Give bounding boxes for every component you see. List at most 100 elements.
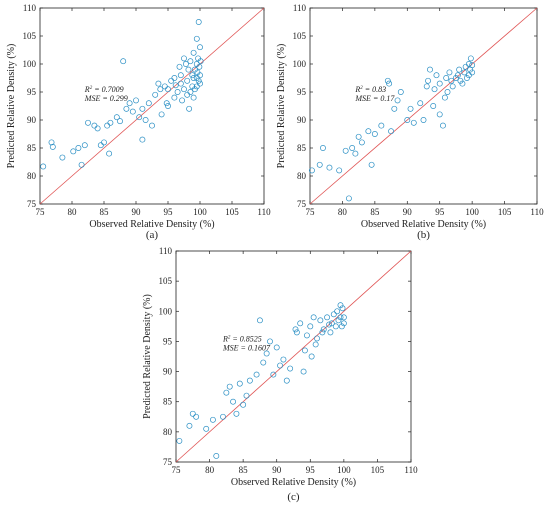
data-point xyxy=(190,94,197,101)
y-axis-label: Predicted Relative Density (%) xyxy=(276,44,287,169)
x-tick-label: 110 xyxy=(257,207,271,217)
data-point xyxy=(97,142,104,149)
data-point xyxy=(355,133,362,140)
x-tick-label: 90 xyxy=(403,207,413,217)
x-tick-label: 85 xyxy=(100,207,110,217)
x-axis-label: Observed Relative Density (%) xyxy=(231,477,356,488)
data-point xyxy=(287,365,294,372)
data-point xyxy=(436,80,443,87)
data-point xyxy=(334,308,341,315)
data-point xyxy=(349,145,356,151)
data-point xyxy=(172,82,179,89)
data-point xyxy=(243,392,250,399)
data-point xyxy=(59,154,66,161)
data-point xyxy=(404,117,411,123)
data-point xyxy=(163,100,170,107)
data-point xyxy=(139,136,146,143)
data-point xyxy=(226,383,233,390)
data-point xyxy=(117,118,123,125)
y-axis-label: Predicted Relative Density (%) xyxy=(6,44,17,169)
data-point xyxy=(436,111,443,118)
data-point xyxy=(142,117,149,123)
data-point xyxy=(449,83,456,90)
r2-superscript: 2 xyxy=(228,335,231,340)
y-tick-label: 100 xyxy=(159,306,173,316)
data-point xyxy=(448,77,455,84)
data-point xyxy=(391,105,398,112)
data-point xyxy=(397,89,404,95)
mse-annotation: MSE = 0.299 xyxy=(84,94,128,103)
data-point xyxy=(213,453,220,459)
x-tick-label: 105 xyxy=(371,465,385,475)
x-tick-label: 100 xyxy=(337,465,351,475)
data-point xyxy=(273,344,280,351)
mse-annotation: MSE = 0.17 xyxy=(354,94,395,103)
data-point xyxy=(171,94,178,101)
data-point xyxy=(388,128,395,135)
r2-superscript: 2 xyxy=(90,86,93,91)
data-point xyxy=(85,119,91,126)
data-point xyxy=(446,69,453,76)
x-tick-label: 75 xyxy=(306,207,316,217)
data-point xyxy=(320,145,326,151)
data-point xyxy=(126,100,133,107)
r2-symbol: R xyxy=(354,85,360,94)
data-point xyxy=(417,100,424,107)
data-point xyxy=(177,80,184,87)
x-tick-label: 85 xyxy=(370,207,380,217)
data-point xyxy=(459,80,466,87)
data-point xyxy=(301,347,308,354)
y-tick-label: 110 xyxy=(23,3,37,13)
data-point xyxy=(465,61,472,67)
y-tick-label: 75 xyxy=(297,199,307,209)
data-point xyxy=(193,413,200,420)
data-point xyxy=(106,150,113,157)
data-point xyxy=(189,410,196,417)
data-point xyxy=(336,167,343,174)
data-point xyxy=(292,326,299,333)
data-point xyxy=(139,105,146,112)
data-point xyxy=(327,329,334,336)
y-tick-label: 85 xyxy=(297,143,307,153)
x-tick-label: 95 xyxy=(306,465,316,475)
data-point xyxy=(443,75,450,81)
data-point xyxy=(203,425,210,432)
y-tick-label: 95 xyxy=(297,87,307,97)
data-point xyxy=(190,75,197,81)
data-point xyxy=(293,329,300,336)
panel-a-scatter-chart: 75 80 85 90 95 100 105 110 75 80 85 90 95 100 105 110 Ob… xyxy=(6,3,271,241)
data-point xyxy=(101,139,107,146)
data-point xyxy=(337,314,344,321)
x-tick-label: 80 xyxy=(205,465,215,475)
data-point xyxy=(314,335,320,342)
data-point xyxy=(324,314,331,321)
data-point xyxy=(297,320,304,327)
data-point xyxy=(469,62,476,69)
data-point xyxy=(326,321,333,328)
data-point xyxy=(240,401,247,408)
data-point xyxy=(120,58,127,65)
data-point xyxy=(253,371,260,378)
data-point xyxy=(186,422,193,429)
data-point xyxy=(181,86,187,93)
data-point xyxy=(277,362,284,369)
data-point xyxy=(358,139,365,146)
data-point xyxy=(456,66,463,73)
data-point xyxy=(133,97,139,104)
y-tick-label: 75 xyxy=(163,457,173,467)
data-point xyxy=(368,161,375,168)
y-tick-label: 85 xyxy=(163,397,173,407)
data-point xyxy=(263,350,270,357)
y-tick-label: 95 xyxy=(27,87,37,97)
data-point xyxy=(48,139,55,146)
data-point xyxy=(129,108,136,115)
data-point xyxy=(220,413,226,420)
data-point xyxy=(394,97,401,104)
data-point xyxy=(260,359,267,366)
data-point xyxy=(335,317,342,324)
r2-value: = 0.8525 xyxy=(230,334,261,343)
data-point xyxy=(152,91,159,98)
data-point xyxy=(283,377,290,384)
data-point xyxy=(338,323,345,330)
data-point xyxy=(270,371,277,378)
